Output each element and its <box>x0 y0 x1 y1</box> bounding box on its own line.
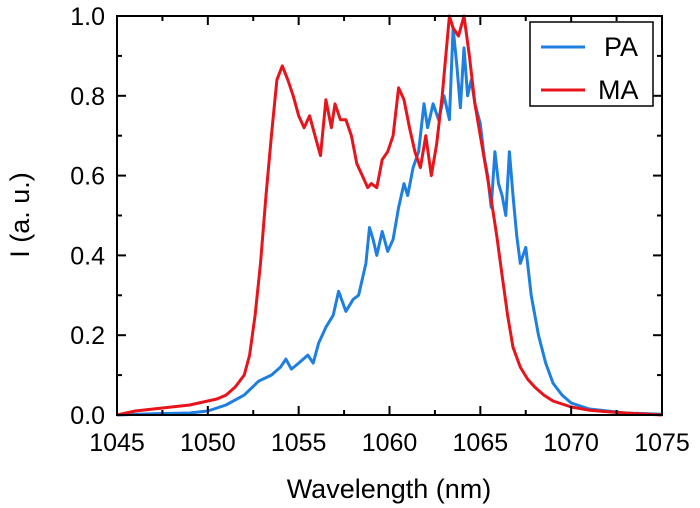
x-tick-label: 1055 <box>271 429 327 457</box>
legend: PA MA <box>529 21 654 107</box>
x-tick-label: 1060 <box>362 429 418 457</box>
y-tick-label: 0.8 <box>70 83 105 111</box>
series-line-pa <box>116 26 663 417</box>
legend-label-ma: MA <box>598 75 639 105</box>
x-tick-label: 1050 <box>180 429 236 457</box>
x-tick-label: 1075 <box>634 429 690 457</box>
x-tick-label: 1065 <box>453 429 509 457</box>
ticks-layer <box>116 15 663 416</box>
x-axis-title: Wavelength (nm) <box>287 474 492 504</box>
y-axis-title: I (a. u.) <box>5 172 35 258</box>
y-tick-label: 0.4 <box>70 242 105 270</box>
y-tick-label: 0.6 <box>70 163 105 191</box>
y-tick-label: 0.2 <box>70 322 105 350</box>
labels-layer: 1045 1050 1055 1060 1065 1070 1075 0.0 0.2 0.4 0.6… <box>70 3 690 457</box>
series-line-ma <box>116 14 663 417</box>
legend-box <box>529 21 654 107</box>
y-tick-label: 0.0 <box>70 402 105 430</box>
y-tick-label: 1.0 <box>70 3 105 31</box>
x-tick-label: 1045 <box>89 429 145 457</box>
legend-label-pa: PA <box>604 32 638 62</box>
series-layer <box>116 14 663 417</box>
x-tick-label: 1070 <box>543 429 599 457</box>
